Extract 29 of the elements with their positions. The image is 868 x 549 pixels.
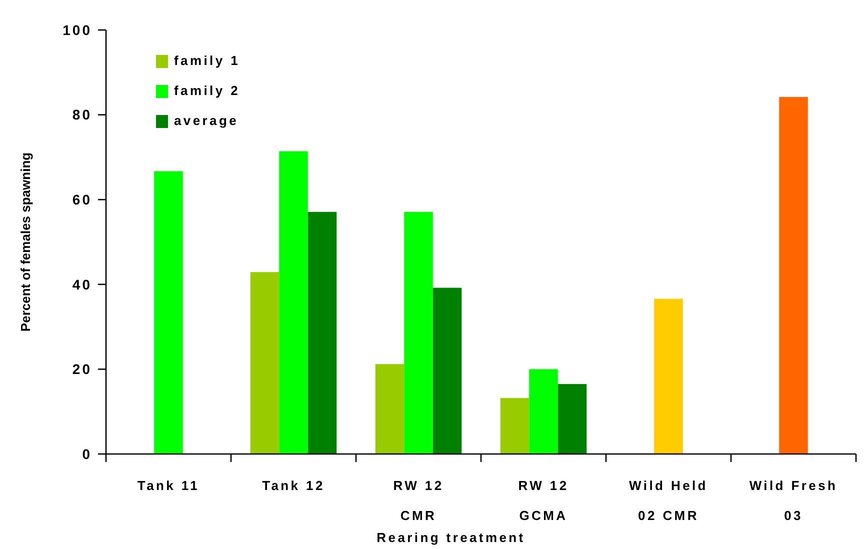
legend-label: family 2 xyxy=(174,83,240,98)
y-tick-label: 60 xyxy=(72,192,92,208)
bar xyxy=(654,298,683,454)
bar xyxy=(779,96,808,454)
bar xyxy=(529,369,558,454)
bar xyxy=(154,171,183,454)
x-tick-label: Wild Held 02 CMR xyxy=(629,478,708,523)
legend-label: family 1 xyxy=(174,53,240,68)
bar xyxy=(558,384,587,454)
y-tick-label: 80 xyxy=(72,106,92,123)
x-tick-label: RW 12 CMR xyxy=(393,478,444,523)
y-tick-label: 100 xyxy=(62,22,92,38)
x-tick-label: RW 12 GCMA xyxy=(518,478,569,523)
y-tick-label: 40 xyxy=(72,276,92,292)
legend-label: average xyxy=(174,113,239,128)
bar xyxy=(432,288,462,454)
x-tick-label: Tank 12 xyxy=(262,478,325,493)
bar xyxy=(404,212,433,454)
y-tick-label: 20 xyxy=(72,361,92,378)
bar xyxy=(250,272,280,454)
x-axis-title: Rearing treatment xyxy=(376,530,526,545)
bar xyxy=(308,212,337,454)
y-axis-title: Percent of females spawning xyxy=(18,152,33,332)
x-tick-label: Tank 11 xyxy=(137,478,200,493)
x-tick-label: Wild Fresh 03 xyxy=(749,478,838,523)
bar xyxy=(279,151,308,454)
bar xyxy=(375,364,404,454)
y-tick-label: 0 xyxy=(82,446,92,462)
bar xyxy=(500,398,530,454)
